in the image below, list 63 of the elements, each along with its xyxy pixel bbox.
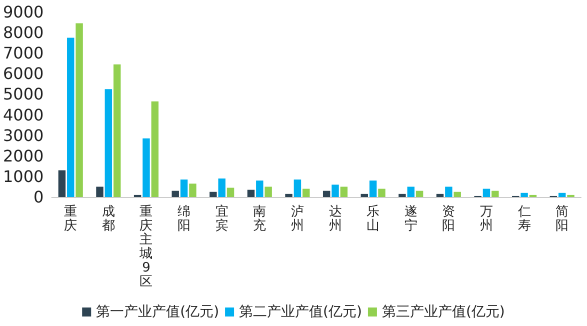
x-tick-label: 南充 <box>253 204 266 234</box>
bar <box>360 194 368 197</box>
legend-label: 第二产业产值(亿元) <box>239 304 362 320</box>
bar <box>322 190 330 197</box>
x-tick-label: 仁寿 <box>516 204 531 234</box>
bar <box>340 186 348 197</box>
y-tick-label: 8000 <box>3 23 44 42</box>
bar <box>454 192 461 197</box>
bar <box>558 192 566 197</box>
bar <box>113 64 121 197</box>
bar <box>264 186 272 197</box>
bar <box>210 192 217 197</box>
bar <box>302 188 310 197</box>
x-tick-label: 达州 <box>328 204 342 234</box>
bar <box>172 190 179 197</box>
y-tick-label: 5000 <box>3 84 44 104</box>
y-tick-label: 7000 <box>3 44 44 63</box>
x-tick-label: 遂宁 <box>404 204 418 234</box>
x-tick-label: 重庆主城9区 <box>138 204 153 290</box>
x-tick-label: 重庆 <box>64 204 78 234</box>
x-tick-label: 资阳 <box>442 204 456 234</box>
bar <box>285 194 292 197</box>
bar <box>294 180 302 197</box>
legend-label: 第三产业产值(亿元) <box>382 304 505 320</box>
x-tick-label: 泸州 <box>290 204 304 234</box>
bar <box>416 190 424 197</box>
bar <box>398 194 406 197</box>
bar <box>67 38 74 197</box>
bar <box>332 184 339 197</box>
bar <box>96 186 104 197</box>
bar <box>520 192 528 197</box>
bar <box>180 180 188 197</box>
bar <box>378 188 386 197</box>
bar <box>151 101 159 197</box>
x-tick-label: 宜宾 <box>215 204 228 234</box>
bar <box>369 180 377 197</box>
bar <box>189 184 196 197</box>
x-tick-label: 简阳 <box>556 204 569 234</box>
bar <box>76 23 83 197</box>
bar <box>247 190 255 197</box>
y-tick-label: 1000 <box>3 166 44 186</box>
bar <box>445 186 452 197</box>
y-tick-label: 2000 <box>3 146 44 166</box>
y-tick-label: 3000 <box>3 126 44 145</box>
bar <box>104 89 112 197</box>
y-tick-label: 4000 <box>3 105 44 124</box>
x-tick-label: 万州 <box>480 204 493 234</box>
x-tick-label: 乐山 <box>366 204 380 234</box>
y-tick-label: 6000 <box>3 64 44 84</box>
bar <box>482 188 490 197</box>
bar <box>58 170 66 197</box>
x-tick-label: 成都 <box>102 204 115 234</box>
bar <box>492 190 499 197</box>
y-tick-label: 0 <box>34 188 44 206</box>
bar <box>142 138 150 197</box>
x-tick-label: 绵阳 <box>178 204 191 234</box>
bar <box>407 186 414 197</box>
bar <box>256 180 264 197</box>
y-tick-label: 9000 <box>3 2 44 22</box>
bar <box>226 188 234 197</box>
legend-label: 第一产业产值(亿元) <box>96 304 220 320</box>
bar <box>436 194 444 197</box>
bar <box>218 178 226 197</box>
